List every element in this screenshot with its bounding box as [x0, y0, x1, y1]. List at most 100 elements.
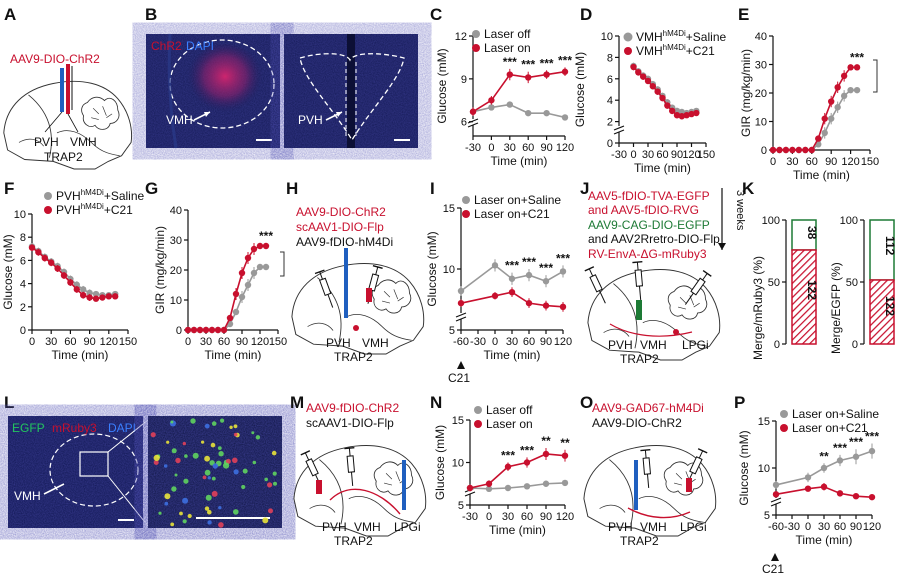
i-x-label: Time (min) — [484, 348, 541, 362]
p-axis-break-gap — [771, 498, 781, 504]
i-significance-mark: *** — [556, 251, 570, 265]
i-series-0-line — [460, 264, 564, 292]
n-significance-mark: *** — [501, 449, 515, 463]
l-cell — [174, 473, 178, 477]
l-cell — [187, 513, 192, 519]
d-axis-break-mark — [613, 125, 625, 131]
f-series-1-point — [92, 295, 100, 302]
i-c21-label: C21 — [448, 371, 470, 385]
m-optic-fiber — [402, 460, 406, 510]
d-y-tick-label: 0 — [607, 138, 613, 150]
l-vmh-label: VMH — [14, 489, 41, 503]
h-pvh-label: PVH — [326, 336, 351, 350]
g-y-tick-label: 0 — [176, 325, 182, 337]
svg-text:100: 100 — [840, 215, 858, 227]
l-cell — [182, 441, 186, 446]
panel-label-p: P — [734, 393, 745, 412]
l-cell — [171, 448, 177, 454]
svg-text:50: 50 — [846, 277, 858, 289]
c-series-0-point — [525, 109, 532, 117]
i-series-1-point — [542, 302, 550, 309]
g-x-tick-label: 150 — [269, 336, 287, 348]
i-series-0-point — [508, 275, 516, 282]
n-significance-mark: *** — [520, 443, 534, 457]
n-series-0-point — [542, 480, 550, 487]
j-lpgi-label: LPGi — [682, 338, 709, 352]
n-x-label: Time (min) — [489, 523, 546, 537]
l-cell — [242, 468, 248, 474]
svg-text:PVHhM4Di+Saline: PVHhM4Di+Saline — [56, 188, 145, 203]
svg-text:50: 50 — [768, 277, 780, 289]
d-legend-2-name: VMH — [636, 44, 663, 58]
g-series-1-point — [244, 254, 252, 262]
panel-label-l: L — [4, 393, 14, 412]
panel-label-j: J — [580, 179, 589, 198]
l-cell — [164, 501, 169, 506]
d-x-tick-label: 120 — [682, 149, 700, 161]
panel-label-e: E — [738, 5, 749, 24]
e-significance-mark: *** — [850, 51, 864, 65]
e-y-tick-label: 10 — [755, 117, 767, 129]
chart-e: 0 10 20 30 40 0 30 60 90 120 150 Time (min) GIR (mg/… — [739, 31, 879, 182]
l-cell — [211, 476, 216, 481]
e-x-tick-label: 90 — [825, 156, 837, 168]
d-x-label: Time (min) — [634, 161, 691, 175]
l-cell — [252, 460, 257, 465]
c-series-1-point — [506, 71, 513, 78]
panel-label-b: B — [145, 5, 157, 24]
l-cell — [218, 451, 224, 457]
c-x-tick-label: 60 — [522, 142, 534, 154]
panel-label-m: M — [290, 393, 304, 412]
e-series-0-point — [828, 115, 835, 122]
l-cell — [153, 454, 160, 461]
n-x-tick-label: 90 — [540, 511, 552, 523]
n-series-0-line — [469, 482, 566, 490]
g-series-1-point — [190, 326, 198, 334]
l-cell — [190, 418, 196, 424]
l-egfp-label: EGFP — [12, 421, 45, 435]
f-series-0-point — [73, 281, 81, 288]
p-series-1-point — [852, 493, 860, 500]
l-micrograph-overview — [8, 416, 143, 528]
d-legend-1-name: VMH — [636, 30, 663, 44]
c-significance-mark: *** — [558, 53, 572, 67]
k-left-bottom-value: 122 — [805, 280, 819, 300]
d-x-tick-label: 30 — [642, 149, 654, 161]
g-x-tick-label: 60 — [218, 336, 230, 348]
d-series-1-point — [688, 110, 695, 118]
d-x-tick-label: 60 — [656, 149, 668, 161]
svg-text:PVHhM4Di+C21: PVHhM4Di+C21 — [56, 202, 133, 217]
f-series-1-point — [112, 293, 119, 300]
l-cell — [158, 511, 162, 515]
l-cell — [233, 424, 238, 429]
n-significance-mark: ** — [560, 436, 570, 450]
g-series-1-point — [202, 326, 210, 334]
l-cell — [192, 452, 199, 459]
i-legend-marker — [462, 196, 470, 204]
d-legend-2-suffix: +C21 — [686, 44, 715, 58]
b-chr2-label: ChR2 — [151, 39, 182, 53]
n-y-tick-label: 10 — [452, 458, 464, 470]
c-axis-break-mark — [467, 122, 479, 128]
e-series-0-point — [847, 86, 854, 94]
d-series-1-point — [654, 88, 661, 95]
p-series-0-point — [772, 481, 780, 489]
f-series-1-point — [48, 259, 55, 266]
e-series-1-point — [795, 146, 803, 154]
l-cell — [267, 482, 273, 488]
l-cell — [204, 423, 210, 429]
d-series-1-point — [659, 94, 666, 102]
i-series-0-point — [525, 271, 533, 279]
p-y-tick-label: 5 — [764, 510, 770, 522]
f-series-1-point — [80, 292, 87, 299]
i-x-tick-label: 0 — [492, 336, 498, 348]
l-cell — [255, 435, 261, 440]
c-y-label: Glucose (mM) — [435, 48, 449, 123]
l-cell — [182, 519, 187, 524]
f-series-1-point — [41, 254, 48, 262]
p-x-tick-label: -30 — [784, 521, 800, 533]
e-series-1-point — [769, 146, 777, 154]
j-virus-5: RV-EnvA-ΔG-mRuby3 — [588, 247, 707, 261]
n-series-1-point — [504, 463, 512, 470]
f-series-0-point — [92, 290, 100, 298]
